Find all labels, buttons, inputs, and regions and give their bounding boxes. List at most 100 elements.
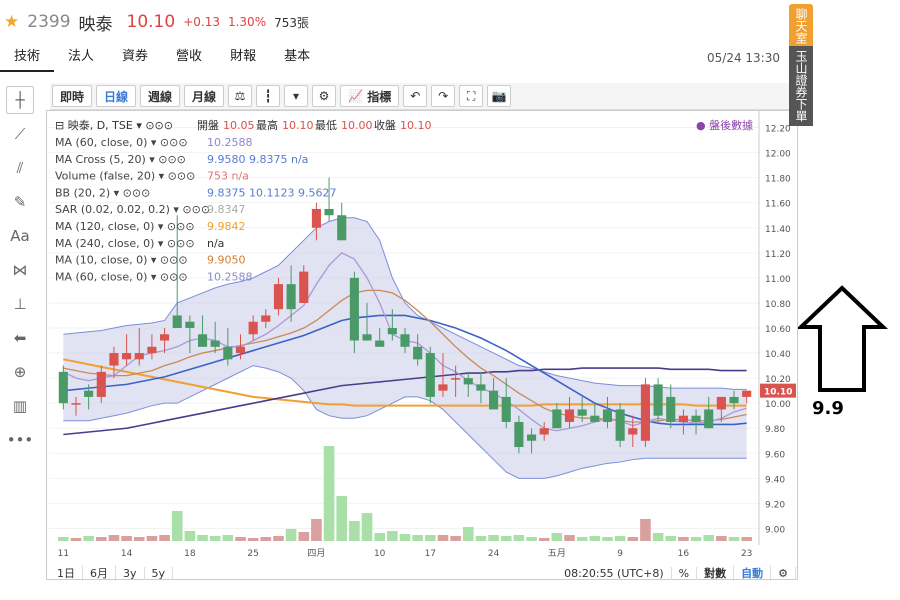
volume-bar [640, 519, 651, 541]
percent-toggle[interactable]: % [672, 566, 698, 580]
tab-institutional[interactable]: 法人 [68, 49, 95, 64]
ohlc-label: 最低 [315, 119, 337, 132]
volume-bar [323, 446, 335, 541]
clock-readout: 08:20:55 (UTC+8) [557, 566, 672, 580]
period-daily-button[interactable]: 日線 [96, 85, 137, 107]
pattern-tool-icon[interactable]: ⋈ [12, 261, 28, 279]
indicators-button[interactable]: 📈 指標 [340, 85, 400, 107]
volume-bar [70, 538, 82, 541]
candle-body [235, 346, 246, 354]
indicator-label[interactable]: MA (60, close, 0) ▾ ⊙⊙⊙ [55, 270, 188, 283]
volume-bar [298, 532, 310, 541]
chart-toolbar: 即時 日線 週線 月線 ⚖ ┇ ▾ ⚙ 📈 指標 ↶ ↷ ⛶ 📷 [50, 83, 797, 110]
volume-bar [728, 537, 740, 541]
trend-line-icon[interactable]: ⟋ [14, 125, 26, 143]
candle-body [58, 371, 68, 404]
auto-toggle[interactable]: 自動 [734, 565, 772, 581]
indicator-label[interactable]: SAR (0.02, 0.02, 0.2) ▾ ⊙⊙⊙ [55, 203, 210, 216]
ohlc-value: 10.10 [282, 119, 314, 132]
chevron-down-icon[interactable]: ▾ [284, 85, 309, 107]
candle-body [691, 415, 701, 422]
y-tick-label: 10.20 [765, 375, 791, 385]
indicator-label[interactable]: Volume (false, 20) ▾ ⊙⊙⊙ [55, 170, 195, 183]
candle-body [413, 346, 423, 360]
chat-room-tab[interactable]: 聊天室 [789, 4, 813, 48]
candle-body [375, 340, 385, 347]
crosshair-icon[interactable]: ┼ [6, 86, 34, 114]
candle-body [704, 409, 714, 429]
indicator-value: 9.9050 [207, 254, 246, 267]
undo-icon[interactable]: ↶ [403, 85, 428, 107]
arrow-left-icon[interactable]: ⬅ [13, 329, 27, 347]
brush-icon[interactable]: ✎ [13, 193, 27, 211]
tab-financials[interactable]: 財報 [230, 49, 257, 64]
x-tick-label: 11 [58, 549, 69, 559]
price-change: +0.13 [183, 15, 220, 29]
candle-body [628, 428, 638, 435]
range-6m[interactable]: 6月 [83, 565, 116, 581]
measure-tool-icon[interactable]: ⊥ [13, 295, 27, 313]
candle-body [337, 215, 347, 241]
ohlc-label: 開盤 [197, 119, 219, 132]
tab-basic[interactable]: 基本 [284, 49, 311, 64]
chart-area[interactable]: 12.20 12.00 11.80 11.60 11.40 11.20 11.00 10.80… [46, 110, 798, 580]
candle-body [716, 396, 726, 410]
indicator-value: 10.2588 [207, 136, 253, 149]
period-intraday-button[interactable]: 即時 [52, 85, 93, 107]
candle-style-icon[interactable]: ┇ [256, 85, 281, 107]
broker-order-tab[interactable]: 玉山證券下單 [789, 46, 813, 126]
settings-gear-icon[interactable]: ⚙ [312, 85, 337, 107]
volume-bar [374, 533, 386, 541]
period-weekly-button[interactable]: 週線 [140, 85, 181, 107]
volume-bar [159, 535, 170, 541]
text-tool-icon[interactable]: Aa [10, 227, 30, 245]
y-tick-label: 11.60 [765, 200, 791, 210]
volume-bar [108, 535, 120, 541]
tab-margin[interactable]: 資券 [122, 49, 149, 64]
ohlc-value: 10.00 [341, 119, 373, 132]
indicator-label[interactable]: MA (10, close, 0) ▾ ⊙⊙⊙ [55, 254, 188, 267]
compare-scale-icon[interactable]: ⚖ [228, 85, 253, 107]
indicator-label[interactable]: MA Cross (5, 20) ▾ ⊙⊙⊙ [55, 153, 186, 166]
volume-bar [412, 535, 423, 541]
volume-bar [564, 535, 575, 541]
period-monthly-button[interactable]: 月線 [184, 85, 225, 107]
indicator-label[interactable]: MA (120, close, 0) ▾ ⊙⊙⊙ [55, 220, 195, 233]
indicator-value: 753 n/a [207, 170, 249, 183]
ruler-icon[interactable]: ▥ [12, 397, 28, 415]
price-chart-svg[interactable]: 12.20 12.00 11.80 11.60 11.40 11.20 11.00 10.80… [47, 111, 797, 567]
candle-body [311, 208, 321, 228]
volume-bar [513, 535, 525, 541]
fullscreen-icon[interactable]: ⛶ [459, 85, 484, 107]
zoom-in-icon[interactable]: ⊕ [13, 363, 27, 381]
tab-revenue[interactable]: 營收 [176, 49, 203, 64]
x-tick-label: 24 [488, 549, 500, 559]
range-3y[interactable]: 3y [116, 566, 145, 580]
range-5y[interactable]: 5y [145, 566, 174, 580]
y-tick-label: 9.60 [765, 450, 785, 460]
redo-icon[interactable]: ↷ [431, 85, 456, 107]
camera-icon[interactable]: 📷 [487, 85, 512, 107]
more-icon[interactable]: ••• [6, 431, 34, 449]
drawing-toolbar: ┼ ⟋ ⫽ ✎ Aa ⋈ ⊥ ⬅ ⊕ ▥ ••• [4, 83, 44, 449]
volume-bar [285, 529, 297, 541]
footer-gear-icon[interactable]: ⚙ [771, 566, 796, 580]
indicator-label[interactable]: MA (240, close, 0) ▾ ⊙⊙⊙ [55, 237, 195, 250]
volume-bar [665, 536, 677, 541]
candle-body [286, 284, 296, 310]
range-1d[interactable]: 1日 [50, 565, 83, 581]
candle-body [387, 328, 397, 335]
candle-body [210, 340, 220, 347]
indicator-label[interactable]: MA (60, close, 0) ▾ ⊙⊙⊙ [55, 136, 188, 149]
candle-body [526, 434, 537, 441]
favorite-star-icon[interactable]: ★ [4, 12, 20, 32]
after-hours-label[interactable]: ● 盤後數據 [696, 118, 753, 132]
log-toggle[interactable]: 對數 [697, 565, 735, 581]
x-tick-label: 23 [741, 549, 752, 559]
candle-body [134, 353, 144, 360]
volume-bar [58, 537, 69, 541]
tab-technical[interactable]: 技術 [0, 44, 55, 72]
volume-bar [652, 533, 664, 541]
indicator-label[interactable]: BB (20, 2) ▾ ⊙⊙⊙ [55, 186, 150, 199]
fib-tool-icon[interactable]: ⫽ [16, 159, 24, 177]
